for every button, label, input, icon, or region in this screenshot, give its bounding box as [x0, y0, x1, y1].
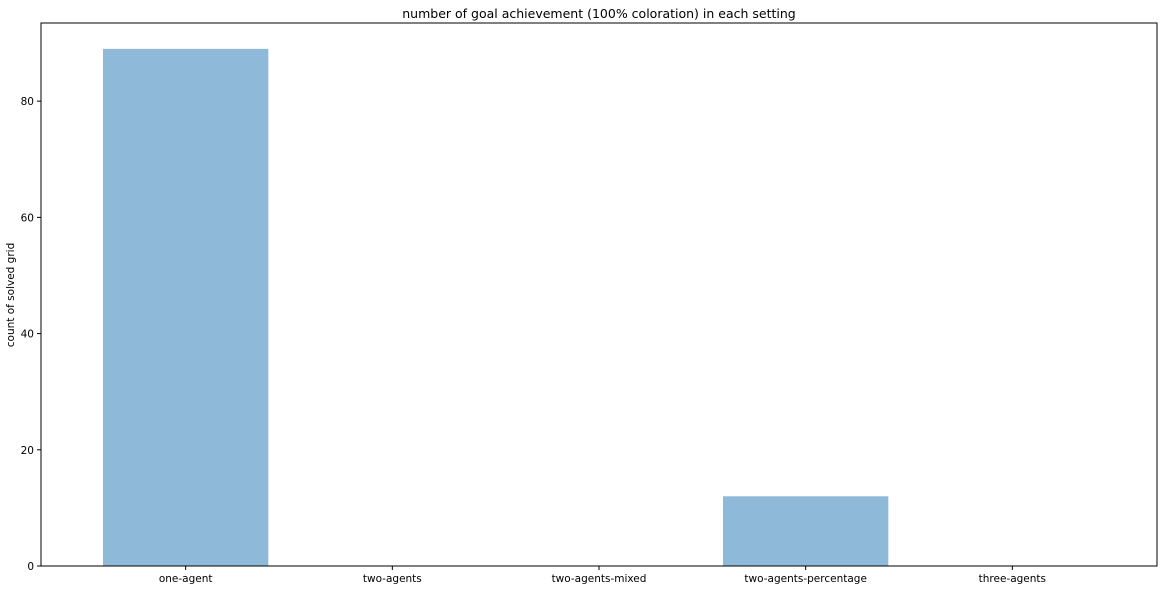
x-tick-label: one-agent	[159, 573, 213, 585]
y-ticks-group: 0 20 40 60 80	[21, 96, 41, 573]
chart-title: number of goal achievement (100% colorat…	[402, 6, 795, 21]
x-tick-label: two-agents-percentage	[744, 573, 866, 585]
x-ticks-group: one-agent two-agents two-agents-mixed two-a…	[159, 566, 1046, 585]
x-tick-label: three-agents	[979, 573, 1046, 585]
y-tick-label: 0	[27, 561, 34, 573]
plot-frame	[40, 22, 1158, 567]
x-tick-label: two-agents-mixed	[552, 573, 647, 585]
bar-two-agents-percentage	[723, 496, 889, 566]
x-tick-label: two-agents	[363, 573, 422, 585]
y-axis-label: count of solved grid	[5, 243, 17, 347]
y-tick-label: 60	[21, 212, 34, 224]
bars-group	[103, 48, 889, 567]
bar-one-agent	[103, 48, 269, 567]
y-tick-label: 20	[21, 445, 34, 457]
y-tick-label: 40	[21, 329, 34, 341]
y-tick-label: 80	[21, 96, 34, 108]
